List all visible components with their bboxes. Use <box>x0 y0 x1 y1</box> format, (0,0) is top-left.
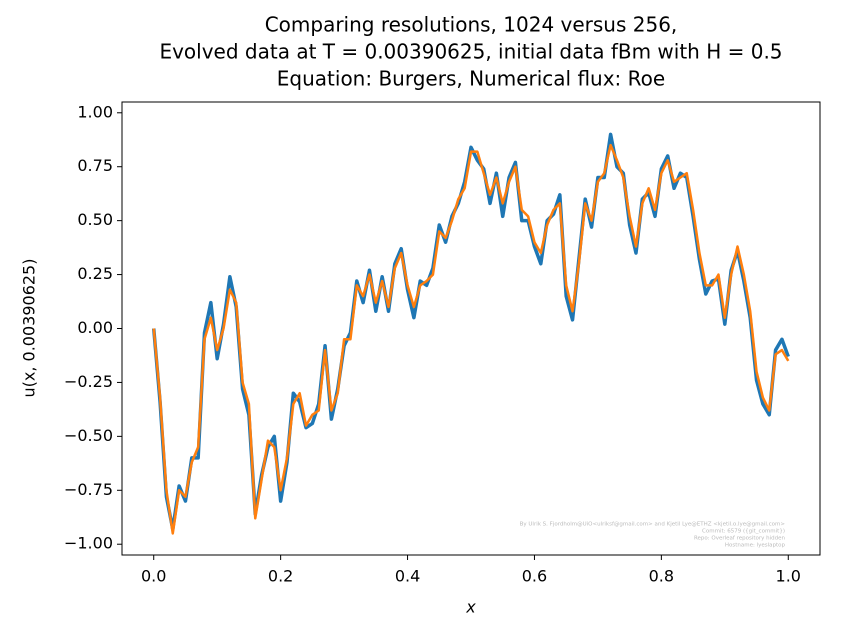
x-tick-label: 1.0 <box>776 567 801 586</box>
plot-frame <box>121 101 821 556</box>
x-tick-label: 0.2 <box>268 567 293 586</box>
y-tick-label: −0.50 <box>64 426 113 445</box>
data-line <box>151 132 790 531</box>
y-tick-label: −0.75 <box>64 480 113 499</box>
watermark: Commit: 6579 ({git_commit}) <box>702 529 785 535</box>
x-tick-label: 0.6 <box>522 567 547 586</box>
y-tick-label: 1.00 <box>77 102 113 121</box>
chart-title: Evolved data at T = 0.00390625, initial … <box>159 40 782 64</box>
y-tick-label: −1.00 <box>64 534 113 553</box>
y-tick-label: 0.00 <box>77 318 113 337</box>
y-tick-label: 0.25 <box>77 264 113 283</box>
y-tick-label: 0.50 <box>77 210 113 229</box>
x-tick-label: 0.8 <box>649 567 674 586</box>
x-axis-label: x <box>465 598 476 617</box>
watermark: Repo: Overleaf repository hidden <box>694 536 786 542</box>
x-tick-label: 0.4 <box>395 567 420 586</box>
y-tick-label: −0.25 <box>64 372 113 391</box>
data-line <box>152 143 790 535</box>
y-axis-label: u(x, 0.00390625) <box>20 259 39 398</box>
chart-title: Comparing resolutions, 1024 versus 256, <box>265 13 678 37</box>
chart-title: Equation: Burgers, Numerical flux: Roe <box>277 67 665 91</box>
x-tick-label: 0.0 <box>141 567 166 586</box>
watermark: Hostname: lyeslaptop <box>725 543 786 549</box>
y-tick-label: 0.75 <box>77 156 113 175</box>
watermark: By Ulrik S. Fjordholm@UiO<ulriksf@gmail.… <box>520 522 786 528</box>
